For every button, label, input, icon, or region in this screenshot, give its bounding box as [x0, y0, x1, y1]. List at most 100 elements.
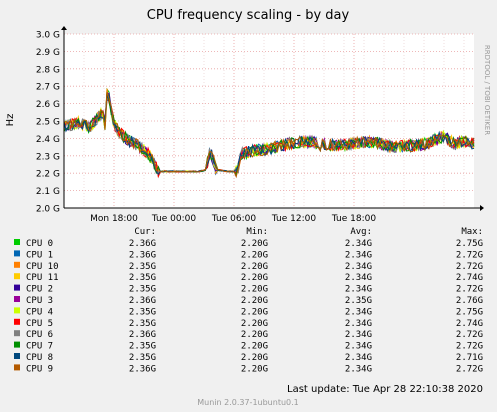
- legend-swatch: [14, 318, 20, 325]
- y-axis-arrow: [61, 26, 67, 30]
- legend-cur-value: 2.35G: [129, 307, 156, 317]
- legend-min-value: 2.20G: [241, 262, 268, 272]
- y-tick-label: 2.7 G: [36, 83, 60, 93]
- rrdtool-watermark: RRDTOOL / TOBI OETIKER: [483, 45, 491, 135]
- legend-cur-value: 2.35G: [129, 273, 156, 283]
- legend-min-value: 2.20G: [241, 342, 268, 352]
- legend-min-value: 2.20G: [241, 307, 268, 317]
- y-tick-label: 2.9 G: [36, 48, 60, 58]
- legend-series-name: CPU 3: [26, 296, 53, 306]
- legend-max-value: 2.72G: [456, 364, 483, 374]
- legend-series-name: CPU 2: [26, 285, 53, 295]
- legend-series-name: CPU 8: [26, 353, 53, 363]
- legend-cur-value: 2.35G: [129, 342, 156, 352]
- legend-min-value: 2.20G: [241, 330, 268, 340]
- chart-title: CPU frequency scaling - by day: [147, 8, 350, 23]
- legend-series-name: CPU 1: [26, 250, 53, 260]
- legend-max-value: 2.75G: [456, 239, 483, 249]
- legend-series-name: CPU 9: [26, 364, 53, 374]
- x-tick-label: Mon 18:00: [90, 214, 138, 224]
- legend-swatch: [14, 364, 20, 371]
- legend-series-name: CPU 10: [26, 262, 59, 272]
- legend-swatch: [14, 273, 20, 280]
- legend-cur-value: 2.36G: [129, 296, 156, 306]
- legend-header: Min:: [246, 227, 268, 237]
- last-update: Last update: Tue Apr 28 22:10:38 2020: [287, 384, 483, 395]
- legend-cur-value: 2.35G: [129, 285, 156, 295]
- y-tick-label: 2.1 G: [36, 187, 60, 197]
- legend-avg-value: 2.35G: [345, 296, 372, 306]
- legend-cur-value: 2.36G: [129, 239, 156, 249]
- munin-version-footer: Munin 2.0.37-1ubuntu0.1: [197, 398, 299, 407]
- y-axis-label: Hz: [5, 114, 16, 127]
- legend-min-value: 2.20G: [241, 319, 268, 329]
- y-tick-label: 2.5 G: [36, 118, 60, 128]
- legend-min-value: 2.20G: [241, 296, 268, 306]
- legend-avg-value: 2.34G: [345, 330, 372, 340]
- legend-swatch: [14, 307, 20, 314]
- legend-series-name: CPU 7: [26, 342, 53, 352]
- legend-header: Cur:: [134, 227, 156, 237]
- y-tick-labels: 2.0 G 2.1 G 2.2 G 2.3 G 2.4 G 2.5 G 2.6 G 2.7 G…: [36, 31, 60, 215]
- legend-swatch: [14, 341, 20, 348]
- legend-cur-value: 2.36G: [129, 330, 156, 340]
- legend-min-value: 2.20G: [241, 364, 268, 374]
- x-tick-label: Tue 18:00: [331, 214, 376, 224]
- legend-min-value: 2.20G: [241, 353, 268, 363]
- legend-max-value: 2.72G: [456, 250, 483, 260]
- legend-header: Avg:: [350, 227, 372, 237]
- legend-max-value: 2.71G: [456, 353, 483, 363]
- legend-max-value: 2.72G: [456, 330, 483, 340]
- y-tick-label: 2.2 G: [36, 170, 60, 180]
- series-line-cpu-9: [63, 91, 475, 179]
- legend-swatch: [14, 296, 20, 302]
- y-tick-label: 2.4 G: [36, 135, 60, 145]
- y-tick-label: 3.0 G: [36, 31, 60, 41]
- legend-series-name: CPU 0: [26, 239, 53, 249]
- legend-swatch: [14, 330, 20, 337]
- legend-avg-value: 2.34G: [345, 250, 372, 260]
- x-tick-label: Tue 00:00: [151, 214, 196, 224]
- legend-swatch: [14, 261, 20, 268]
- legend-series-name: CPU 6: [26, 330, 53, 340]
- y-tick-label: 2.6 G: [36, 100, 60, 110]
- legend-cur-value: 2.35G: [129, 262, 156, 272]
- legend-series-name: CPU 5: [26, 319, 53, 329]
- legend-avg-value: 2.34G: [345, 273, 372, 283]
- legend-cur-value: 2.35G: [129, 353, 156, 363]
- legend-swatch: [14, 353, 20, 359]
- legend-min-value: 2.20G: [241, 285, 268, 295]
- legend-avg-value: 2.34G: [345, 353, 372, 363]
- x-axis-arrow: [480, 205, 484, 211]
- legend-avg-value: 2.34G: [345, 239, 372, 249]
- legend-cur-value: 2.35G: [129, 319, 156, 329]
- series-lines: [63, 87, 475, 179]
- legend-avg-value: 2.34G: [345, 364, 372, 374]
- y-tick-label: 2.0 G: [36, 205, 60, 215]
- legend-min-value: 2.20G: [241, 239, 268, 249]
- legend-max-value: 2.72G: [456, 262, 483, 272]
- legend-max-value: 2.74G: [456, 273, 483, 283]
- legend-avg-value: 2.34G: [345, 319, 372, 329]
- legend-avg-value: 2.34G: [345, 307, 372, 317]
- legend-avg-value: 2.34G: [345, 285, 372, 295]
- axes: [61, 26, 484, 211]
- legend-swatch: [14, 250, 20, 257]
- legend-avg-value: 2.34G: [345, 342, 372, 352]
- legend-swatch: [14, 239, 20, 245]
- legend-min-value: 2.20G: [241, 273, 268, 283]
- legend-series-name: CPU 4: [26, 307, 53, 317]
- legend-min-value: 2.20G: [241, 250, 268, 260]
- legend-max-value: 2.72G: [456, 342, 483, 352]
- legend-cur-value: 2.36G: [129, 364, 156, 374]
- x-tick-labels: Mon 18:00 Tue 00:00 Tue 06:00 Tue 12:00 Tue …: [90, 214, 376, 224]
- legend-max-value: 2.72G: [456, 285, 483, 295]
- legend-max-value: 2.75G: [456, 307, 483, 317]
- legend-series-name: CPU 11: [26, 273, 59, 283]
- legend-cur-value: 2.36G: [129, 250, 156, 260]
- legend-swatch: [14, 284, 20, 291]
- legend-table: Cur: Min: Avg: Max: CPU 0 2.36G 2.20G 2.34G 2.75…: [14, 227, 483, 374]
- y-tick-label: 2.8 G: [36, 65, 60, 75]
- x-tick-label: Tue 12:00: [271, 214, 316, 224]
